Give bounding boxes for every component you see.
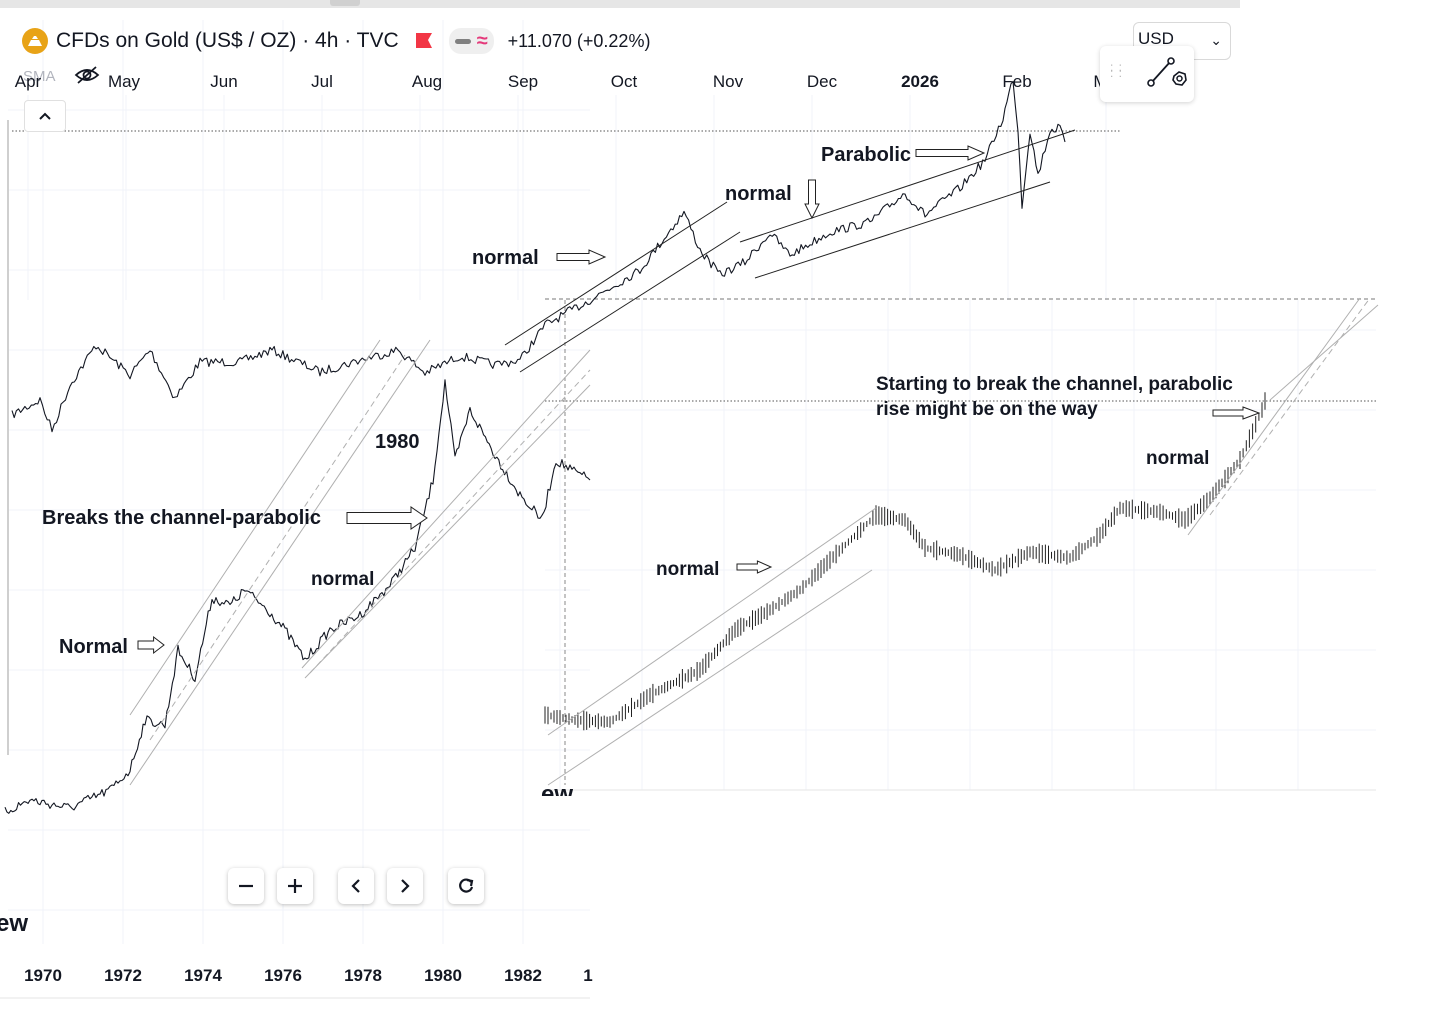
- annotation-arrow: [1212, 406, 1261, 420]
- chevron-right-icon: [401, 879, 410, 893]
- scroll-right-button[interactable]: [387, 868, 423, 904]
- annotation-channel-break: Starting to break the channel, parabolic: [876, 374, 1233, 395]
- annotation-arrow: [915, 145, 986, 161]
- month-label: May: [107, 72, 141, 91]
- month-label: Dec: [806, 72, 838, 91]
- plus-icon: [288, 879, 302, 893]
- flag-icon[interactable]: [415, 31, 433, 51]
- currency-value: USD: [1138, 29, 1174, 48]
- channel-line: [739, 129, 1076, 243]
- zoom-in-button[interactable]: [277, 868, 313, 904]
- sma-indicator-label[interactable]: SMA: [23, 68, 56, 85]
- month-label: Nov: [712, 72, 744, 91]
- year-label: 1978: [344, 966, 382, 985]
- annotation-year-1980: 1980: [375, 431, 420, 453]
- month-label: Jun: [210, 72, 238, 91]
- year-label: 1974: [184, 966, 222, 985]
- channel-line: [504, 201, 728, 346]
- annotation-breaks-channel: Breaks the channel-parabolic: [42, 507, 321, 529]
- annotation-normal: normal: [472, 247, 539, 269]
- eye-off-icon[interactable]: [74, 64, 100, 91]
- channel-line: [304, 384, 591, 679]
- chevron-down-icon: ⌄: [1210, 32, 1222, 48]
- watermark-fragment: ew: [541, 781, 574, 796]
- annotation-arrow: [736, 560, 773, 574]
- month-label: 2026: [901, 72, 939, 91]
- channel-line: [519, 231, 741, 373]
- year-label: 1976: [264, 966, 302, 985]
- year-label: 1982: [504, 966, 542, 985]
- month-label: Aug: [411, 72, 443, 91]
- year-label: 1972: [104, 966, 142, 985]
- chart-header: CFDs on Gold (US$ / OZ) · 4h · TVC ≈ +11…: [22, 26, 650, 56]
- year-label: 1980: [424, 966, 462, 985]
- channel-line: [547, 507, 877, 736]
- annotation-arrow: [346, 506, 428, 530]
- scroll-left-button[interactable]: [338, 868, 374, 904]
- annotation-channel-break: rise might be on the way: [876, 399, 1098, 420]
- top-window-tab[interactable]: [330, 0, 360, 6]
- annotation-arrow: [556, 249, 607, 265]
- channel-line: [301, 349, 591, 669]
- market-status-pill[interactable]: ≈: [448, 28, 494, 54]
- channel-line: [129, 339, 431, 786]
- wave-icon: ≈: [476, 30, 488, 52]
- year-label: 1: [583, 966, 593, 985]
- minus-icon: [239, 884, 253, 888]
- channel-line: [149, 354, 406, 741]
- chevron-up-icon: [39, 112, 51, 120]
- price-line-1970s: [4, 379, 591, 814]
- drawing-tool-panel[interactable]: : :: :: [1100, 46, 1194, 102]
- reset-chart-button[interactable]: [448, 868, 484, 904]
- minus-icon: [454, 38, 471, 44]
- reset-icon: [459, 878, 474, 893]
- channel-line: [309, 369, 591, 674]
- drawing-tool-icon[interactable]: [1146, 54, 1192, 99]
- annotation-normal: normal: [311, 569, 375, 590]
- month-label: Apr: [14, 72, 42, 91]
- chevron-left-icon: [351, 879, 360, 893]
- year-label: 1970: [24, 966, 62, 985]
- annotation-arrow: [137, 635, 165, 655]
- price-change: +11.070 (+0.22%): [507, 30, 651, 51]
- channel-line: [129, 339, 381, 716]
- symbol-title[interactable]: CFDs on Gold (US$ / OZ) · 4h · TVC: [56, 29, 399, 52]
- price-line-recent: [11, 80, 1066, 433]
- month-label: Sep: [507, 72, 539, 91]
- month-label: Oct: [610, 72, 638, 91]
- channel-line: [547, 569, 873, 786]
- collapse-legend-button[interactable]: [24, 100, 66, 132]
- annotation-parabolic: Parabolic: [821, 144, 912, 166]
- annotation-normal: normal: [656, 559, 720, 580]
- gold-logo-icon: [22, 28, 48, 54]
- channel-line: [754, 181, 1051, 279]
- annotation-arrow: [804, 179, 820, 220]
- annotation-normal: normal: [725, 183, 792, 205]
- channel-line: [1187, 297, 1361, 536]
- annotation-normal: Normal: [59, 636, 128, 658]
- channel-line: [1269, 304, 1379, 401]
- month-label: Jul: [311, 72, 333, 91]
- zoom-out-button[interactable]: [228, 868, 264, 904]
- drag-handle-icon[interactable]: : :: :: [1110, 60, 1124, 80]
- watermark-fragment: ew: [0, 910, 29, 937]
- channel-line: [1209, 297, 1371, 516]
- annotation-normal: normal: [1146, 448, 1210, 469]
- top-window-strip: [0, 0, 1240, 8]
- month-label: Feb: [1002, 72, 1032, 91]
